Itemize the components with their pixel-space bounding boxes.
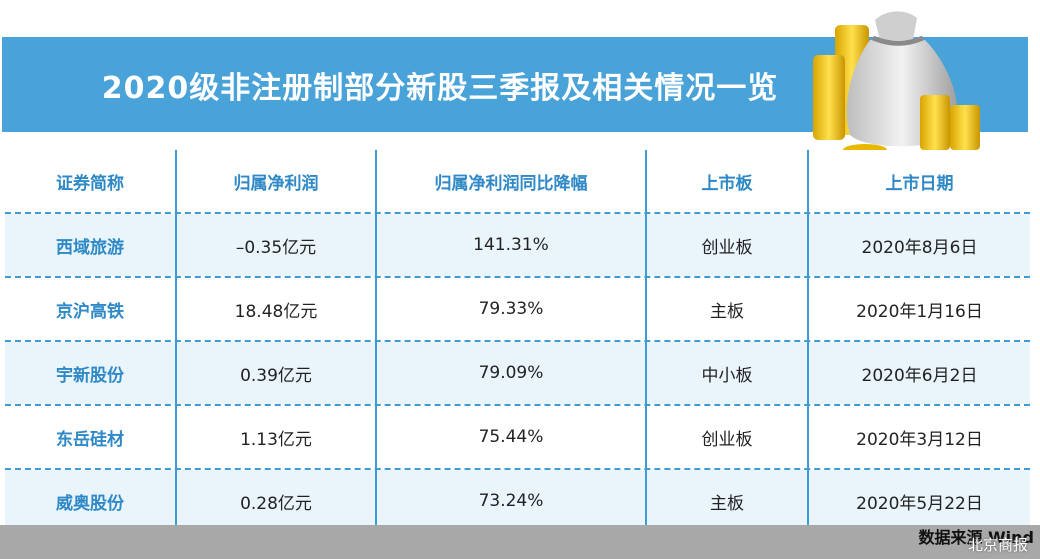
stock-name: 宇新股份 [56,365,124,386]
row-divider [5,468,1030,470]
net-profit: –0.35亿元 [175,214,375,276]
header-stock-name: 证券简称 [56,173,124,194]
footer-bar [0,525,1040,559]
board: 中小板 [645,342,807,404]
board: 创业板 [645,214,807,276]
net-profit: 1.13亿元 [175,406,375,468]
net-profit: 18.48亿元 [175,278,375,340]
listing-date: 2020年6月2日 [807,342,1030,404]
header-profit-decline: 归属净利润同比降幅 [375,150,645,212]
header-listing-date: 上市日期 [807,150,1030,212]
header-board: 上市板 [645,150,807,212]
watermark: 北京商报 [967,536,1028,554]
listing-date: 2020年8月6日 [807,214,1030,276]
profit-decline: 73.24% [375,470,645,532]
row-divider [5,276,1030,278]
net-profit: 0.39亿元 [175,342,375,404]
data-source: 数据来源 Wind [918,528,1034,547]
table-row: 京沪高铁 18.48亿元 79.33% 主板 2020年1月16日 [5,278,1030,340]
row-divider [5,212,1030,214]
profit-decline: 79.09% [375,342,645,404]
row-divider [5,340,1030,342]
listing-date: 2020年1月16日 [807,278,1030,340]
row-divider [5,404,1030,406]
table-row: 宇新股份 0.39亿元 79.09% 中小板 2020年6月2日 [5,342,1030,404]
profit-decline: 79.33% [375,278,645,340]
stock-name: 西域旅游 [56,237,124,258]
table-row: 西域旅游 –0.35亿元 141.31% 创业板 2020年8月6日 [5,214,1030,276]
board: 创业板 [645,406,807,468]
stock-name: 京沪高铁 [56,301,124,322]
board: 主板 [645,278,807,340]
table-row: 东岳硅材 1.13亿元 75.44% 创业板 2020年3月12日 [5,406,1030,468]
listing-date: 2020年3月12日 [807,406,1030,468]
ipo-table: 证券简称 归属净利润 归属净利润同比降幅 上市板 上市日期 西域旅游 –0.35… [5,150,1030,532]
profit-decline: 75.44% [375,406,645,468]
header-net-profit: 归属净利润 [175,150,375,212]
board: 主板 [645,470,807,532]
money-bag-coins-icon [813,11,980,156]
page-title: 2020级非注册制部分新股三季报及相关情况一览 [101,70,779,106]
net-profit: 0.28亿元 [175,470,375,532]
stock-name: 威奥股份 [56,493,124,514]
table-row: 威奥股份 0.28亿元 73.24% 主板 2020年5月22日 [5,470,1030,532]
profit-decline: 141.31% [375,214,645,276]
listing-date: 2020年5月22日 [807,470,1030,532]
stock-name: 东岳硅材 [56,429,124,450]
table-header: 证券简称 归属净利润 归属净利润同比降幅 上市板 上市日期 [5,150,1030,212]
